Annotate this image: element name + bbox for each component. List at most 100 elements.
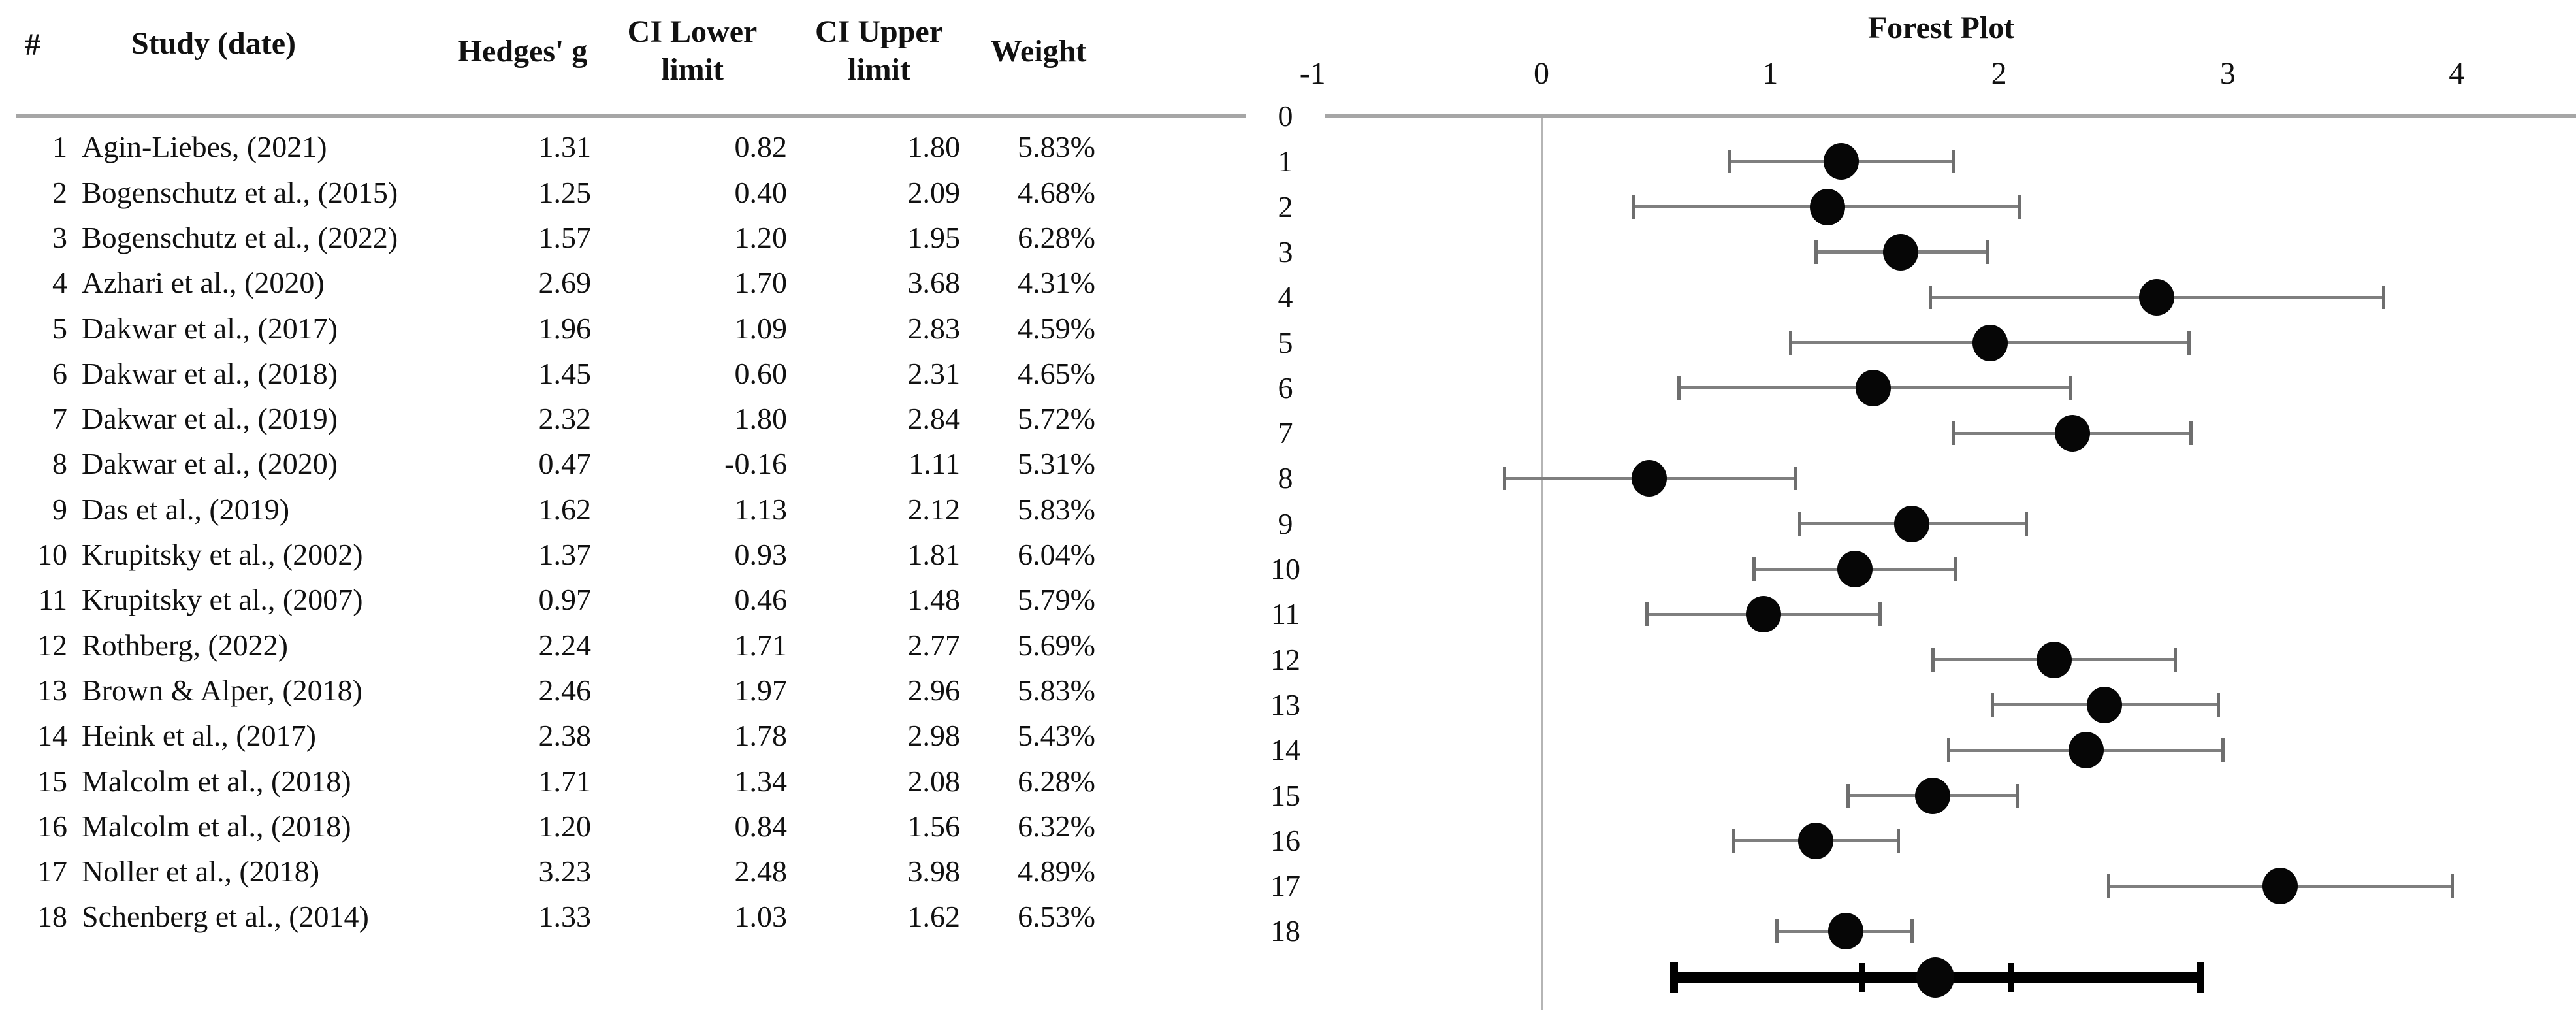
table-row: 2 Bogenschutz et al., (2015) 1.25 0.40 2.09 4… [0, 171, 1143, 214]
ci-upper-cell: 2.83 [907, 311, 961, 345]
hedges-g-cell: 2.69 [538, 266, 592, 300]
effect-size-marker [1894, 505, 1930, 542]
ci-lower-cell: 0.40 [734, 175, 788, 209]
effect-size-marker [2139, 279, 2175, 316]
ci-lower-cell: 0.93 [734, 538, 788, 571]
study-name-cell: Dakwar et al., (2018) [82, 356, 338, 390]
study-name-cell: Malcolm et al., (2018) [82, 764, 351, 798]
chart-title: Forest Plot [1867, 10, 2015, 45]
ci-cap-left [1731, 829, 1735, 853]
weight-cell: 5.43% [1018, 719, 1095, 753]
weight-cell: 6.04% [1018, 538, 1095, 571]
ci-upper-cell: 1.62 [907, 900, 961, 934]
weight-cell: 4.59% [1018, 311, 1095, 345]
plot-row-label: 18 [1246, 915, 1325, 948]
hedges-g-cell: 2.24 [538, 628, 592, 662]
weight-cell: 4.65% [1018, 356, 1095, 390]
ci-cap-right [1952, 150, 1956, 174]
weight-cell: 5.83% [1018, 130, 1095, 164]
ci-cap-left [1929, 286, 1932, 310]
effect-size-marker [2054, 415, 2090, 452]
ci-lower-cell: 1.03 [734, 900, 788, 934]
weight-cell: 5.83% [1018, 492, 1095, 526]
ci-upper-cell: 3.68 [907, 266, 961, 300]
table-row: 7 Dakwar et al., (2019) 2.32 1.80 2.84 5.72% [0, 397, 1143, 440]
ci-cap-left [1752, 557, 1756, 581]
col-header-study-date: Study (date) [131, 26, 297, 61]
ci-upper-cell: 1.80 [907, 130, 961, 164]
ci-upper-cell: 2.84 [907, 402, 961, 436]
ci-upper-cell: 1.95 [907, 220, 961, 254]
ci-cap-left [1846, 783, 1850, 808]
ci-lower-cell: 1.80 [734, 402, 788, 436]
study-name-cell: Agin-Liebes, (2021) [82, 130, 327, 164]
effect-size-marker [1837, 551, 1873, 587]
table-header-rule [16, 114, 1262, 118]
ci-cap-right [1910, 919, 1914, 944]
weight-cell: 4.31% [1018, 266, 1095, 300]
study-name-cell: Azhari et al., (2020) [82, 266, 325, 300]
ci-upper-cell: 2.77 [907, 628, 961, 662]
summary-cap-right [2196, 962, 2204, 993]
table-row: 6 Dakwar et al., (2018) 1.45 0.60 2.31 4.65% [0, 352, 1143, 395]
x-axis-line [1314, 114, 2576, 118]
table-row: 13 Brown & Alper, (2018) 2.46 1.97 2.96 5.83% [0, 669, 1143, 712]
study-name-cell: Noller et al., (2018) [82, 855, 320, 889]
row-number-cell: 9 [52, 492, 67, 526]
ci-cap-left [1775, 919, 1779, 944]
ci-cap-right [2016, 783, 2020, 808]
plot-row-label: 1 [1246, 145, 1325, 178]
table-row: 11 Krupitsky et al., (2007) 0.97 0.46 1.48 5.… [0, 578, 1143, 621]
ci-cap-right [2189, 421, 2193, 446]
study-name-cell: Schenberg et al., (2014) [82, 900, 369, 934]
hedges-g-cell: 2.46 [538, 673, 592, 707]
ci-upper-cell: 2.98 [907, 719, 961, 753]
zero-reference-line [1540, 118, 1543, 1010]
table-row: 12 Rothberg, (2022) 2.24 1.71 2.77 5.69% [0, 624, 1143, 667]
ci-lower-cell: 0.60 [734, 356, 788, 390]
effect-size-marker [2262, 868, 2298, 905]
ci-lower-cell: 1.70 [734, 266, 788, 300]
ci-cap-left [1814, 240, 1818, 264]
plot-row-label: 8 [1246, 462, 1325, 495]
effect-size-marker [1827, 913, 1863, 950]
ci-cap-right [1986, 240, 1989, 264]
plot-row-label: 5 [1246, 326, 1325, 359]
ci-lower-cell: 1.20 [734, 220, 788, 254]
ci-cap-right [2173, 648, 2177, 672]
hedges-g-cell: 3.23 [538, 855, 592, 889]
plot-row-label: 15 [1246, 779, 1325, 812]
hedges-g-cell: 1.71 [538, 764, 592, 798]
row-number-cell: 8 [52, 447, 67, 481]
hedges-g-cell: 1.33 [538, 900, 592, 934]
ci-upper-cell: 2.12 [907, 492, 961, 526]
ci-upper-cell: 2.31 [907, 356, 961, 390]
ci-cap-left [1947, 738, 1951, 763]
weight-cell: 6.28% [1018, 764, 1095, 798]
effect-size-marker [1631, 460, 1667, 497]
study-name-cell: Dakwar et al., (2019) [82, 402, 338, 436]
ci-cap-right [1896, 829, 1900, 853]
hedges-g-cell: 0.47 [538, 447, 592, 481]
ci-cap-left [1503, 467, 1507, 491]
table-row: 9 Das et al., (2019) 1.62 1.13 2.12 5.83% [0, 488, 1143, 531]
effect-size-marker [1882, 233, 1918, 271]
hedges-g-cell: 1.96 [538, 311, 592, 345]
effect-size-marker [1823, 143, 1859, 180]
effect-size-marker [2086, 686, 2122, 723]
plot-row-label: 9 [1246, 507, 1325, 540]
x-axis-tick-label: 2 [1991, 56, 2007, 91]
plot-row-label: 14 [1246, 734, 1325, 767]
ci-cap-right [2187, 331, 2191, 355]
x-axis-tick-label: -1 [1299, 56, 1326, 91]
ci-cap-left [1789, 331, 1793, 355]
table-row: 1 Agin-Liebes, (2021) 1.31 0.82 1.80 5.83% [0, 125, 1143, 169]
row-number-cell: 17 [37, 855, 67, 889]
plot-row-label: 16 [1246, 824, 1325, 857]
ci-upper-cell: 1.56 [907, 809, 961, 843]
ci-upper-cell: 3.98 [907, 855, 961, 889]
table-row: 8 Dakwar et al., (2020) 0.47 -0.16 1.11 5.31% [0, 442, 1143, 485]
study-name-cell: Bogenschutz et al., (2022) [82, 220, 398, 254]
x-axis-tick-label: 3 [2219, 56, 2236, 91]
effect-size-marker [1745, 596, 1781, 633]
